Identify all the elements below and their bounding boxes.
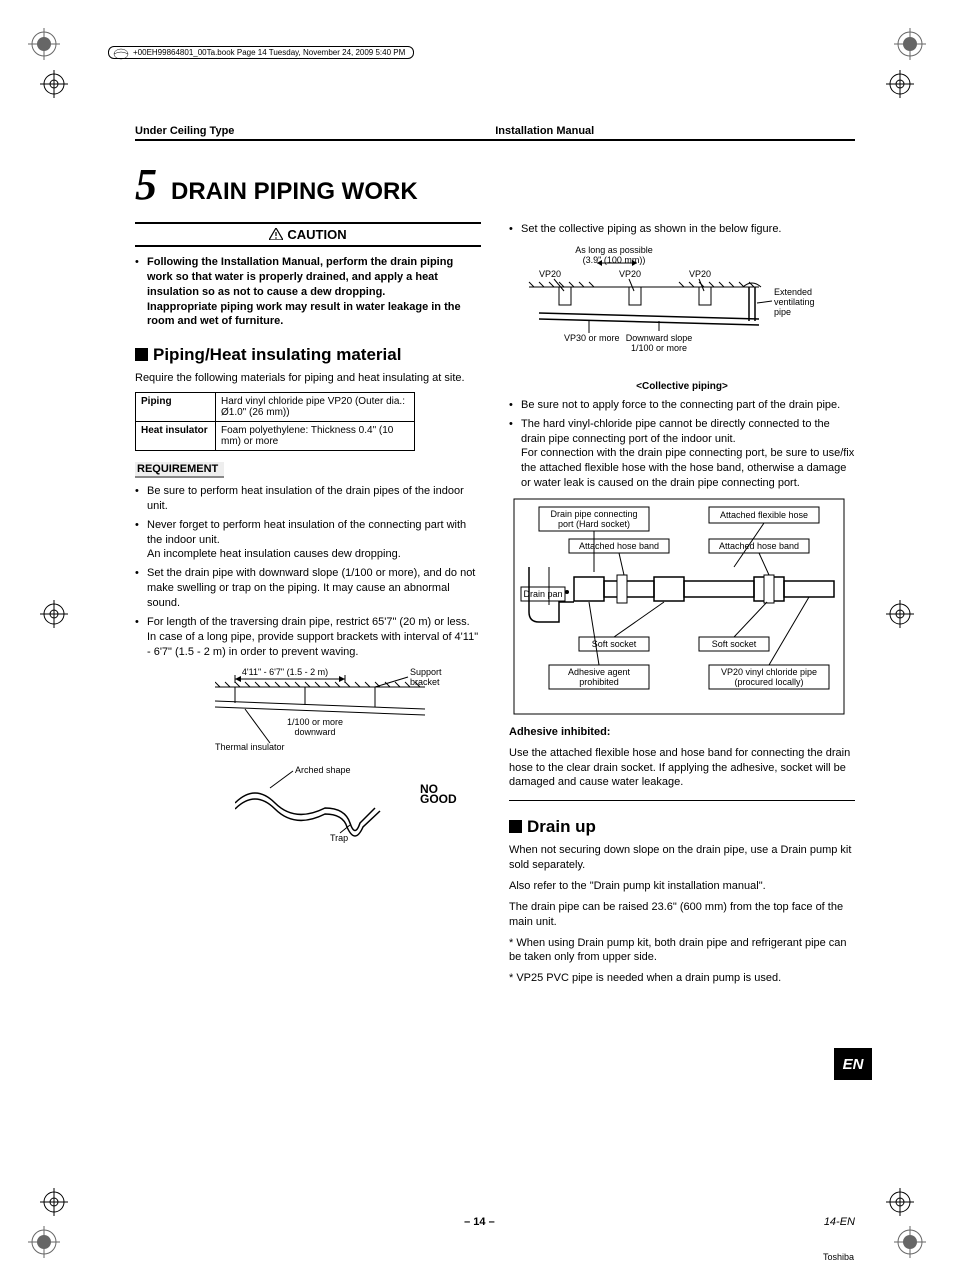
section-drainup-title: Drain up xyxy=(509,817,855,837)
collective-bullet: Be sure not to apply force to the connec… xyxy=(521,398,855,413)
page-number: – 14 – xyxy=(464,1216,495,1228)
page-header: Under Ceiling Type Installation Manual xyxy=(135,125,855,141)
collective-piping-figure: As long as possible(3.9" (100 mm)) VP20 … xyxy=(509,243,855,375)
framemaker-tag: +00EH99864801_00Ta.book Page 14 Tuesday,… xyxy=(108,46,414,59)
crop-mark-icon xyxy=(894,1226,926,1258)
svg-text:Soft socket: Soft socket xyxy=(712,639,757,649)
svg-text:Attached hose band: Attached hose band xyxy=(719,541,799,551)
no-good-figure: Arched shape Trap NOGOOD xyxy=(135,763,481,845)
drainup-p2: Also refer to the "Drain pump kit instal… xyxy=(509,879,855,894)
collective-intro: Set the collective piping as shown in th… xyxy=(521,222,855,237)
svg-text:VP20 vinyl chloride pipe(procu: VP20 vinyl chloride pipe(procured locall… xyxy=(721,667,817,687)
brand-label: Toshiba xyxy=(823,1252,854,1262)
language-tab: EN xyxy=(834,1048,872,1080)
svg-text:Attached hose band: Attached hose band xyxy=(579,541,659,551)
crop-mark-icon xyxy=(28,28,60,60)
chapter-number: 5 xyxy=(135,159,157,210)
caution-heading: CAUTION xyxy=(135,222,481,247)
page-footer: – 14 – 14-EN xyxy=(135,1216,855,1228)
svg-text:1/100 or moredownward: 1/100 or moredownward xyxy=(287,717,343,737)
svg-text:Adhesive agentprohibited: Adhesive agentprohibited xyxy=(568,667,631,687)
support-bracket-figure: 4'11" - 6'7" (1.5 - 2 m) Supportbracket xyxy=(135,665,481,757)
svg-text:Extendedventilatingpipe: Extendedventilatingpipe xyxy=(774,287,815,317)
svg-text:Thermal insulator: Thermal insulator xyxy=(215,742,285,752)
drainup-p1: When not securing down slope on the drai… xyxy=(509,843,855,873)
caution-text: Following the Installation Manual, perfo… xyxy=(147,255,481,329)
reg-mark-icon xyxy=(886,70,914,98)
svg-text:Soft socket: Soft socket xyxy=(592,639,637,649)
drainup-p3: The drain pipe can be raised 23.6" (600 … xyxy=(509,900,855,930)
svg-text:Arched shape: Arched shape xyxy=(295,765,351,775)
svg-text:As long as possible(3.9" (100: As long as possible(3.9" (100 mm)) xyxy=(575,245,653,265)
req-item: Set the drain pipe with downward slope (… xyxy=(147,566,481,611)
header-left: Under Ceiling Type xyxy=(135,125,234,137)
reg-mark-icon xyxy=(40,70,68,98)
drainup-star2: * VP25 PVC pipe is needed when a drain p… xyxy=(509,971,855,986)
svg-text:VP20: VP20 xyxy=(619,269,641,279)
req-item: Be sure to perform heat insulation of th… xyxy=(147,484,481,514)
svg-text:VP20: VP20 xyxy=(539,269,561,279)
section-piping-title: Piping/Heat insulating material xyxy=(135,345,481,365)
svg-text:NOGOOD: NOGOOD xyxy=(420,782,457,806)
reg-mark-icon xyxy=(40,600,68,628)
adhesive-text: Use the attached flexible hose and hose … xyxy=(509,746,855,791)
reg-mark-icon xyxy=(886,1188,914,1216)
crop-mark-icon xyxy=(894,28,926,60)
svg-text:Trap: Trap xyxy=(330,833,348,843)
warning-icon xyxy=(269,228,283,240)
svg-text:Attached flexible hose: Attached flexible hose xyxy=(720,510,808,520)
connection-figure: Drain pipe connectingport (Hard socket) … xyxy=(509,497,855,719)
svg-text:VP30 or more: VP30 or more xyxy=(564,333,620,343)
page-code: 14-EN xyxy=(824,1216,855,1228)
svg-text:Drain pipe connectingport (Har: Drain pipe connectingport (Hard socket) xyxy=(550,509,637,529)
crop-mark-icon xyxy=(28,1226,60,1258)
svg-text:VP20: VP20 xyxy=(689,269,711,279)
header-right: Installation Manual xyxy=(495,125,594,137)
divider xyxy=(509,800,855,801)
drainup-star1: * When using Drain pump kit, both drain … xyxy=(509,936,855,966)
requirement-label: REQUIREMENT xyxy=(135,462,224,478)
req-item: Never forget to perform heat insulation … xyxy=(147,518,481,563)
chapter-title: 5 DRAIN PIPING WORK xyxy=(135,159,855,210)
materials-table: PipingHard vinyl chloride pipe VP20 (Out… xyxy=(135,392,415,451)
reg-mark-icon xyxy=(886,600,914,628)
svg-text:Supportbracket: Supportbracket xyxy=(410,667,442,687)
adhesive-title: Adhesive inhibited: xyxy=(509,725,855,740)
req-item: For length of the traversing drain pipe,… xyxy=(147,615,481,660)
reg-mark-icon xyxy=(40,1188,68,1216)
collective-caption: <Collective piping> xyxy=(509,381,855,392)
svg-text:Downward slope1/100 or more: Downward slope1/100 or more xyxy=(626,333,693,353)
piping-intro: Require the following materials for pipi… xyxy=(135,371,481,386)
collective-bullet: The hard vinyl-chloride pipe cannot be d… xyxy=(521,417,855,491)
chapter-text: DRAIN PIPING WORK xyxy=(171,178,418,206)
svg-text:4'11" - 6'7" (1.5 - 2 m): 4'11" - 6'7" (1.5 - 2 m) xyxy=(242,667,328,677)
